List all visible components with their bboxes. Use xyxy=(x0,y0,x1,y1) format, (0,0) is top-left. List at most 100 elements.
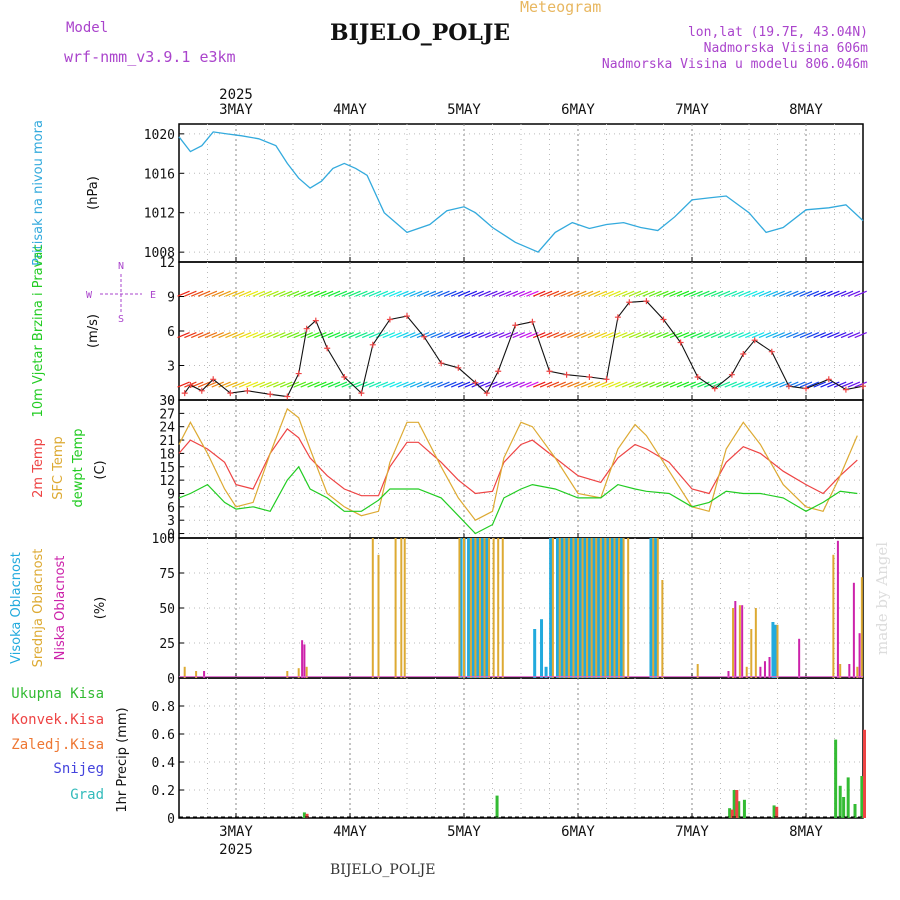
precip-total-bar xyxy=(853,804,857,818)
wind-direction-arrow xyxy=(587,381,601,388)
wind-direction-arrow xyxy=(314,381,327,388)
y-tick-label-precip: 0.6 xyxy=(152,728,175,743)
wind-gust-marker xyxy=(495,368,502,375)
wind-direction-arrow xyxy=(485,290,498,297)
temp-side-label-2: dewpt Temp xyxy=(71,428,86,507)
wind-direction-arrow xyxy=(498,290,512,297)
wind-direction-arrow xyxy=(444,290,457,297)
bottom-day-label: 5MAY xyxy=(447,824,481,840)
wind-direction-arrow xyxy=(430,290,443,297)
wind-direction-arrow xyxy=(772,381,785,388)
temp-dewpt-line xyxy=(178,465,858,535)
wind-direction-arrow xyxy=(642,381,655,388)
wind-direction-arrow xyxy=(197,381,211,388)
cloud-mid-bar xyxy=(483,538,486,678)
cloud-high-bar xyxy=(480,538,484,678)
y-tick-label-pressure: 1016 xyxy=(144,167,175,182)
model-name: wrf-nmm_v3.9.1 e3km xyxy=(64,48,236,66)
cloud-low-bar xyxy=(301,640,304,678)
wind-direction-arrow xyxy=(738,381,751,388)
precip-conv-bar xyxy=(735,790,739,818)
wind-direction-arrow xyxy=(307,381,320,388)
wind-direction-arrow xyxy=(450,290,464,297)
wind-direction-arrow xyxy=(751,290,765,297)
wind-direction-arrow xyxy=(840,381,854,388)
wind-direction-arrow xyxy=(273,332,286,339)
wind-direction-arrow xyxy=(833,290,847,297)
wind-gust-marker xyxy=(626,299,633,306)
wind-direction-arrow xyxy=(457,290,471,297)
wind-direction-arrow xyxy=(840,290,854,297)
cloud-mid-bar xyxy=(567,538,570,678)
wind-direction-arrow xyxy=(615,290,628,297)
wind-direction-arrow xyxy=(594,290,608,297)
wind-direction-arrow xyxy=(697,332,710,339)
wind-direction-arrow xyxy=(450,332,464,339)
wind-direction-arrow xyxy=(594,381,608,388)
cloud-mid-bar xyxy=(286,671,289,678)
wind-direction-arrow xyxy=(191,290,204,297)
model-label: Model xyxy=(66,20,109,36)
wind-direction-arrow xyxy=(362,332,375,339)
wind-direction-arrow xyxy=(403,332,416,339)
wind-direction-arrow xyxy=(580,290,594,297)
wind-direction-arrow xyxy=(416,290,430,297)
wind-gust-marker xyxy=(751,337,758,344)
cloud-mid-bar xyxy=(754,608,757,678)
wind-gust-marker xyxy=(546,368,553,375)
wind-gust-marker xyxy=(643,298,650,305)
wind-direction-arrow xyxy=(546,381,560,388)
precip-total-bar xyxy=(302,812,306,818)
wind-direction-arrow xyxy=(676,332,690,339)
wind-direction-arrow xyxy=(362,381,375,388)
wind-direction-arrow xyxy=(403,290,416,297)
y-tick-label-temperature: 6 xyxy=(167,501,175,516)
cloud-mid-bar xyxy=(371,538,374,678)
cloud-mid-bar xyxy=(738,605,741,678)
wind-direction-arrow xyxy=(560,381,573,388)
wind-gust-marker xyxy=(614,314,621,321)
cloud-mid-bar xyxy=(750,629,753,678)
wind-direction-arrow xyxy=(608,381,621,388)
wind-direction-arrow xyxy=(293,332,307,339)
wind-direction-arrow xyxy=(649,332,662,339)
wind-direction-arrow xyxy=(348,381,361,388)
wind-unit-label: (m/s) xyxy=(86,314,101,348)
wind-direction-arrow xyxy=(471,332,484,339)
bottom-day-label: 3MAY xyxy=(219,824,253,840)
wind-direction-arrow xyxy=(751,381,765,388)
cloud-mid-bar xyxy=(501,538,504,678)
wind-direction-arrow xyxy=(539,332,553,339)
wind-direction-arrow xyxy=(232,290,245,297)
wind-direction-arrow xyxy=(539,381,553,388)
wind-direction-arrow xyxy=(820,332,833,339)
wind-direction-arrow xyxy=(580,332,594,339)
wind-direction-arrow xyxy=(314,290,327,297)
wind-direction-arrow xyxy=(341,332,354,339)
wind-direction-arrow xyxy=(621,381,635,388)
wind-gust-marker xyxy=(825,376,832,383)
wind-direction-arrow xyxy=(491,381,505,388)
wind-direction-arrow xyxy=(519,332,532,339)
wind-direction-arrow xyxy=(574,332,587,339)
compass-south: S xyxy=(118,314,124,325)
wind-direction-arrow xyxy=(355,332,368,339)
wind-direction-arrow xyxy=(307,332,320,339)
wind-direction-arrow xyxy=(847,381,861,388)
wind-direction-arrow xyxy=(533,290,546,297)
wind-direction-arrow xyxy=(567,332,580,339)
wind-direction-arrow xyxy=(567,290,580,297)
wind-gust-marker xyxy=(740,351,747,357)
wind-direction-arrow xyxy=(533,381,546,388)
wind-direction-arrow xyxy=(854,290,867,297)
wind-direction-arrow xyxy=(348,290,361,297)
cloud-high-bar xyxy=(654,538,658,678)
cloud-mid-bar xyxy=(195,671,198,678)
cloud-mid-bar xyxy=(492,538,495,678)
cloud-low-bar xyxy=(858,633,861,678)
bottom-day-label: 7MAY xyxy=(675,824,709,840)
wind-direction-arrow xyxy=(409,332,423,339)
wind-direction-arrow xyxy=(662,290,676,297)
wind-direction-arrow xyxy=(690,332,703,339)
